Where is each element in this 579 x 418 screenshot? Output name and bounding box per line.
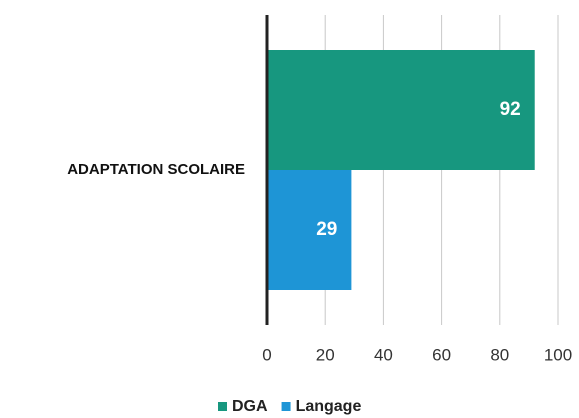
category-label: ADAPTATION SCOLAIRE: [67, 161, 245, 178]
x-tick-label: 40: [374, 345, 393, 364]
x-tick-label: 100: [544, 345, 572, 364]
x-tick-label: 20: [316, 345, 335, 364]
x-tick-label: 80: [490, 345, 509, 364]
legend-label: Langage: [296, 398, 362, 415]
bar: [267, 50, 535, 170]
legend-swatch: [281, 402, 291, 411]
legend-swatch: [218, 402, 227, 411]
bar: [267, 170, 352, 290]
x-tick-label: 60: [432, 345, 451, 364]
data-label: 92: [500, 99, 521, 120]
x-tick-label: 0: [262, 345, 271, 364]
legend-label: DGA: [232, 398, 268, 415]
data-label: 29: [316, 219, 337, 240]
